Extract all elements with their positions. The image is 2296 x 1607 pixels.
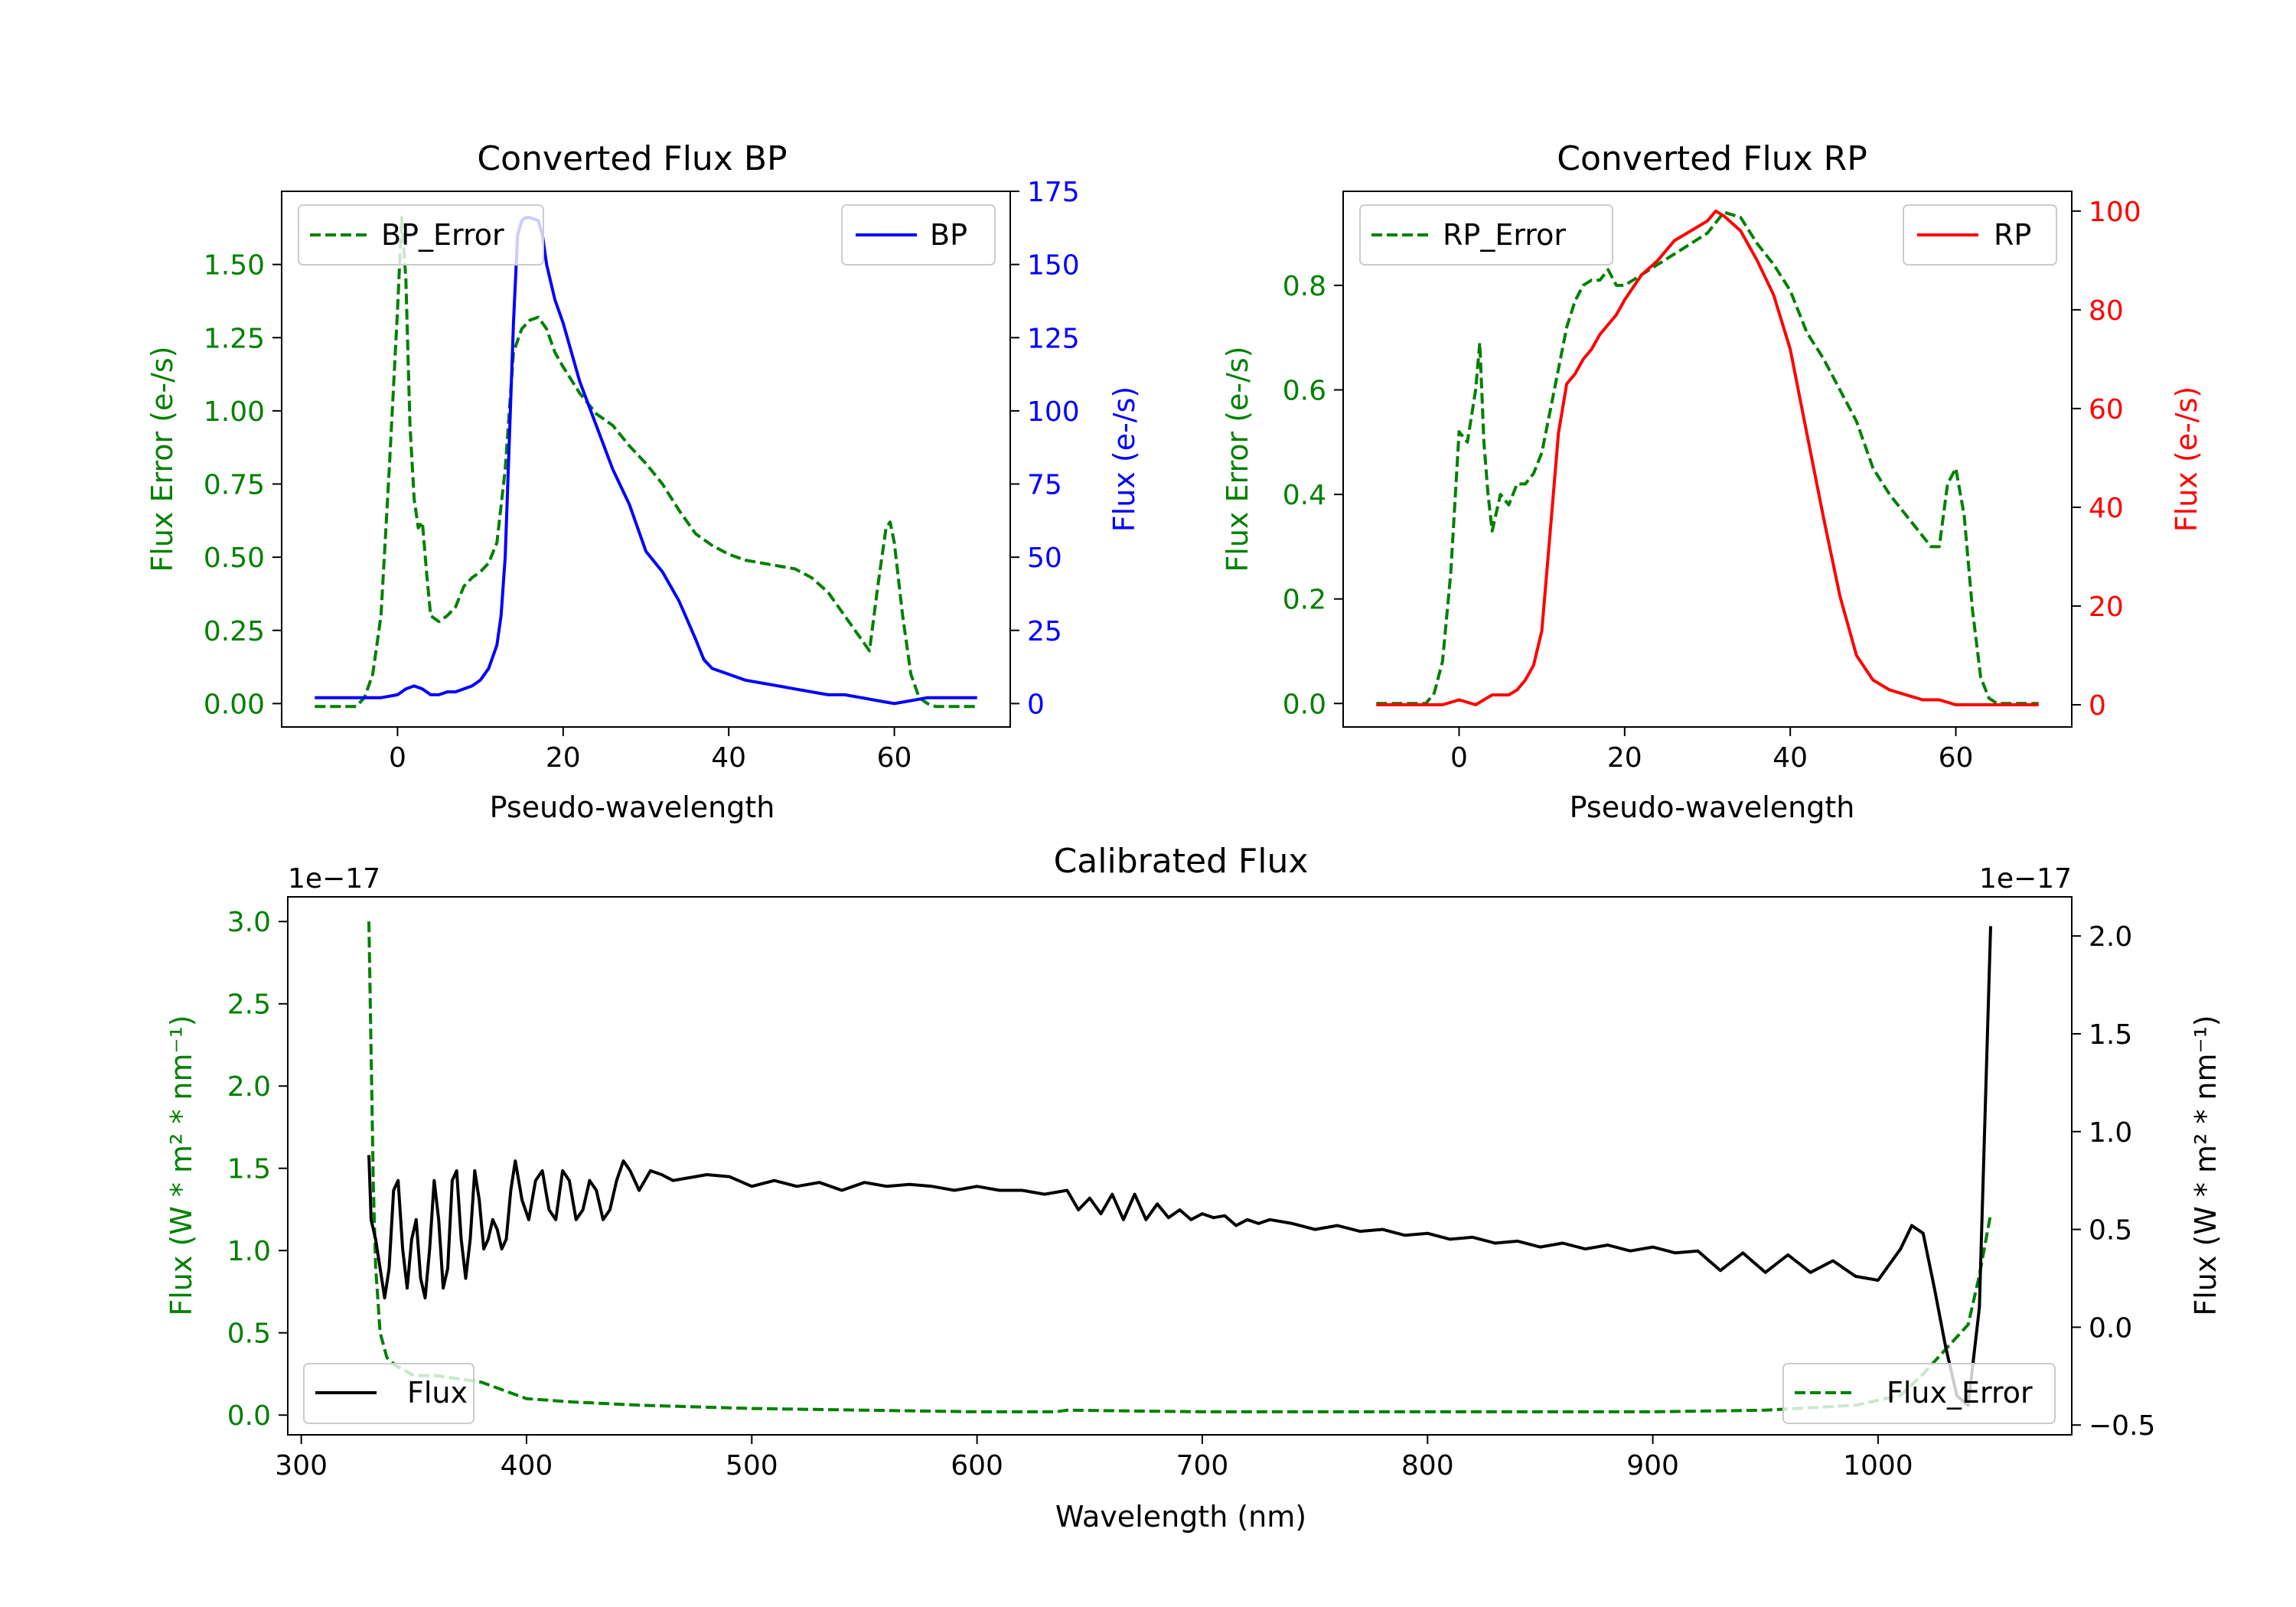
bp-left-y-tick-label: 1.50	[204, 250, 265, 282]
rp-left-y-tick-label: 0.6	[1283, 376, 1326, 407]
rp-legend-label: RP	[1994, 218, 2031, 252]
cal-right-y-tick-label: 2.0	[2089, 921, 2132, 953]
rp-left-y-tick-label: 0.2	[1283, 585, 1326, 616]
cal-left-y-tick-label: 0.0	[227, 1400, 271, 1432]
cal-left-y-tick-label: 2.0	[227, 1071, 271, 1103]
bp-right-y-tick-label: 125	[1027, 323, 1080, 354]
bp-series-bp-error-line	[315, 216, 977, 709]
rp-right-y-tick-label: 40	[2089, 493, 2124, 524]
bp-right-y-tick-label: 0	[1027, 689, 1045, 720]
cal-left-axis-label: Flux (W * m² * nm⁻¹)	[165, 1015, 198, 1315]
bp-right-axis-label: Flux (e-/s)	[1107, 386, 1141, 532]
cal-right-y-tick-label: −0.5	[2089, 1410, 2155, 1442]
rp-right-y-tick-label: 80	[2089, 295, 2124, 327]
rp-x-tick-label: 20	[1607, 742, 1642, 774]
cal-series-flux-line	[367, 926, 1992, 1407]
cal-x-tick-label: 400	[501, 1450, 553, 1482]
rp-title: Converted Flux RP	[1557, 139, 1867, 178]
cal-x-tick-label: 1000	[1843, 1450, 1913, 1482]
rp-chart: Converted Flux RP 0 20 40 60 0.0 0.2 0.4 0.6 0.8…	[1221, 139, 2203, 824]
bp-x-tick-label: 0	[389, 742, 406, 774]
bp-left-y-tick-label: 1.25	[204, 323, 265, 354]
cal-left-y-tick-label: 0.5	[227, 1319, 271, 1350]
cal-axes-frame	[287, 896, 2073, 1436]
rp-left-axis-label: Flux Error (e-/s)	[1221, 346, 1254, 572]
bp-right-y-tick-label: 175	[1027, 177, 1080, 208]
cal-right-y-tick-label: 0.5	[2089, 1215, 2132, 1247]
bp-left-axis-label: Flux Error (e-/s)	[145, 346, 179, 572]
bp-left-y-tick-label: 0.00	[204, 689, 265, 720]
cal-flux-legend: Flux	[303, 1363, 475, 1424]
rp-x-axis-label: Pseudo-wavelength	[1570, 790, 1855, 824]
rp-left-y-tick-label: 0.4	[1283, 480, 1326, 511]
cal-x-tick-label: 600	[951, 1450, 1003, 1482]
cal-x-axis-label: Wavelength (nm)	[1055, 1500, 1306, 1534]
bp-title: Converted Flux BP	[477, 139, 787, 178]
cal-right-y-tick-label: 0.0	[2089, 1312, 2132, 1344]
rp-legend: RP	[1903, 204, 2057, 266]
rp-right-axis-label: Flux (e-/s)	[2170, 386, 2203, 532]
cal-x-tick-label: 500	[726, 1450, 778, 1482]
cal-error-legend: Flux_Error	[1782, 1363, 2056, 1424]
bp-chart: Converted Flux BP 0 20 40 60 0.00 0.25 0.50 0.7…	[145, 139, 1141, 824]
cal-right-y-tick-label: 1.5	[2089, 1019, 2132, 1051]
cal-left-y-tick-label: 3.0	[227, 907, 271, 938]
cal-x-tick-label: 700	[1176, 1450, 1229, 1482]
rp-right-y-tick-label: 20	[2089, 592, 2124, 623]
bp-error-legend-label: BP_Error	[381, 218, 504, 252]
bp-axes-frame	[281, 191, 1011, 728]
bp-x-tick-label: 60	[877, 742, 912, 774]
bp-right-y-tick-label: 100	[1027, 396, 1080, 428]
rp-x-tick-label: 0	[1450, 742, 1468, 774]
bp-x-axis-label: Pseudo-wavelength	[490, 790, 775, 824]
bp-left-y-tick-label: 0.50	[204, 543, 265, 574]
bp-left-y-tick-label: 1.00	[204, 396, 265, 428]
bp-legend-label: BP	[930, 218, 967, 252]
cal-left-y-tick-label: 2.5	[227, 989, 271, 1021]
bp-x-tick-label: 20	[546, 742, 581, 774]
rp-error-legend-label: RP_Error	[1443, 218, 1566, 252]
bp-series-bp-line	[315, 216, 977, 706]
rp-x-tick-label: 60	[1939, 742, 1974, 774]
cal-error-legend-label: Flux_Error	[1887, 1376, 2033, 1410]
rp-series-rp-line	[1376, 209, 2039, 706]
cal-left-y-tick-label: 1.5	[227, 1154, 271, 1185]
cal-right-y-tick-label: 1.0	[2089, 1117, 2132, 1149]
rp-axes-frame	[1342, 191, 2073, 728]
bp-legend: BP	[841, 204, 996, 266]
bp-right-y-tick-label: 150	[1027, 250, 1080, 282]
cal-right-axis-label: Flux (W * m² * nm⁻¹)	[2189, 1015, 2223, 1315]
calibrated-chart: Calibrated Flux 1e−17 1e−17 300 400 500 600…	[165, 842, 2223, 1534]
bp-right-y-tick-label: 50	[1027, 543, 1062, 574]
cal-title: Calibrated Flux	[1054, 842, 1309, 881]
bp-right-y-tick-label: 25	[1027, 616, 1062, 647]
rp-left-y-tick-label: 0.8	[1283, 271, 1326, 302]
rp-right-y-tick-label: 100	[2089, 197, 2141, 228]
bp-x-tick-label: 40	[711, 742, 746, 774]
bp-error-legend: BP_Error	[298, 204, 544, 266]
cal-left-offset-label: 1e−17	[288, 863, 380, 895]
bp-right-y-tick-label: 75	[1027, 470, 1062, 501]
rp-right-y-tick-label: 0	[2089, 690, 2106, 722]
cal-x-tick-label: 900	[1626, 1450, 1679, 1482]
rp-left-y-tick-label: 0.0	[1283, 689, 1326, 720]
cal-flux-legend-label: Flux	[407, 1376, 468, 1410]
rp-x-tick-label: 40	[1773, 742, 1808, 774]
rp-right-y-tick-label: 60	[2089, 394, 2124, 425]
bp-left-y-tick-label: 0.75	[204, 470, 265, 501]
rp-error-legend: RP_Error	[1359, 204, 1613, 266]
cal-x-tick-label: 800	[1401, 1450, 1454, 1482]
bp-left-y-tick-label: 0.25	[204, 616, 265, 647]
cal-left-y-tick-label: 1.0	[227, 1236, 271, 1267]
cal-right-offset-label: 1e−17	[1979, 863, 2072, 895]
cal-x-tick-label: 300	[275, 1450, 328, 1482]
